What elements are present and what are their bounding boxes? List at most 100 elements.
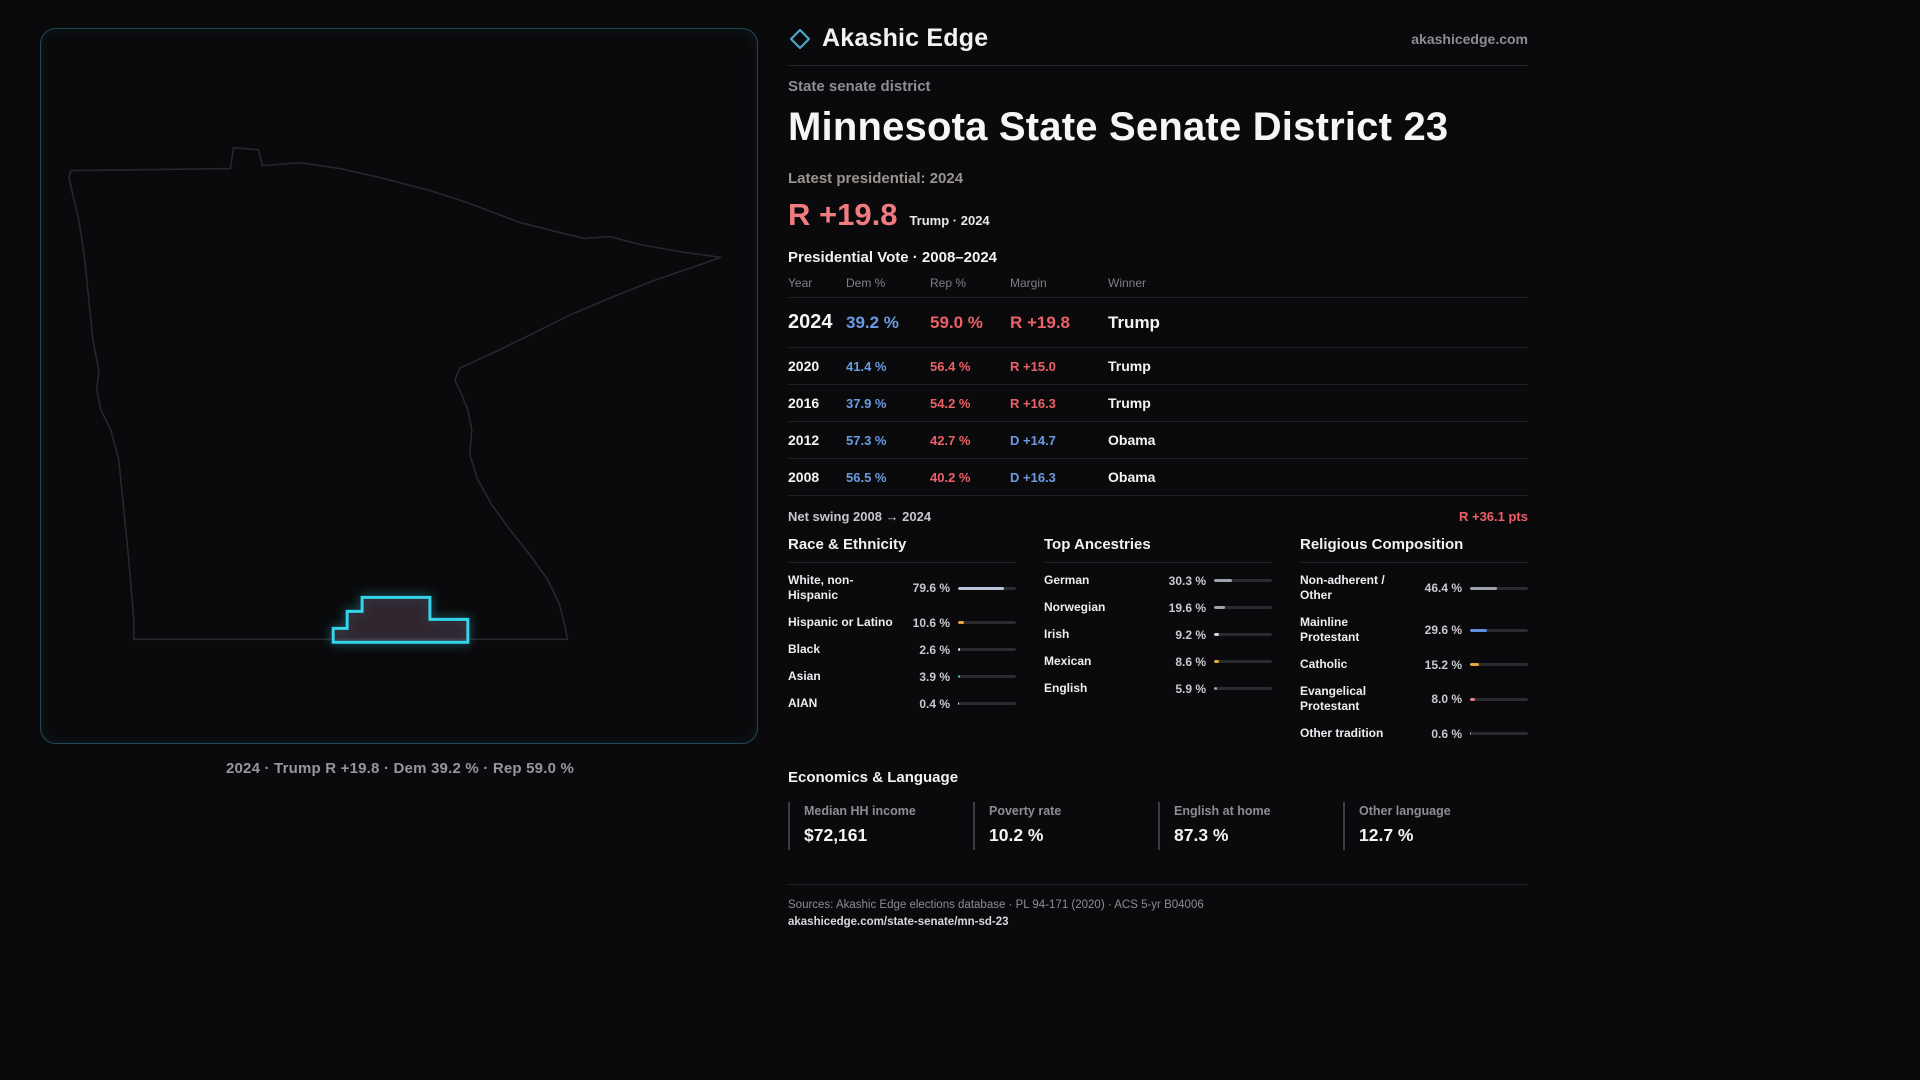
vote-table: Year Dem % Rep % Margin Winner 2024 39.2 % 59.… [788, 266, 1528, 496]
column-header: Margin [1010, 276, 1047, 290]
brand: Akashic Edge [788, 24, 988, 53]
stat-median-hh-income: Median HH income $72,161 [788, 802, 973, 850]
stat-label: English at home [1174, 804, 1271, 818]
district-23-shape[interactable] [331, 595, 470, 644]
cell-year: 2012 [788, 432, 820, 448]
stat-poverty-rate: Poverty rate 10.2 % [973, 802, 1158, 850]
demo-row: Hispanic or Latino 10.6 % [788, 609, 1016, 636]
cell-year: 2020 [788, 358, 820, 374]
demo-value: 15.2 % [1424, 657, 1462, 672]
cell-rep: 56.4 % [930, 359, 971, 374]
demo-bar [958, 621, 1016, 624]
brand-name: Akashic Edge [822, 24, 989, 52]
stat-label: Median HH income [804, 804, 916, 818]
demographics-grid: Race & Ethnicity White, non-Hispanic 79.6… [788, 536, 1528, 747]
demo-label: Mainline Protestant [1300, 615, 1360, 644]
demo-label: Norwegian [1044, 600, 1106, 614]
demo-value: 10.6 % [912, 615, 950, 630]
stat-value: 10.2 % [989, 825, 1044, 845]
demo-row: White, non-Hispanic 79.6 % [788, 567, 1016, 609]
demo-value: 46.4 % [1424, 581, 1462, 595]
cell-dem: 39.2 % [846, 313, 899, 332]
diamond-logo-icon [789, 28, 811, 49]
demo-value: 79.6 % [912, 581, 950, 595]
stat-label: Poverty rate [989, 804, 1062, 818]
section-race-ethnicity: Race & Ethnicity White, non-Hispanic 79.6… [788, 536, 1016, 747]
content-column: Akashic Edge akashicedge.com State senat… [788, 24, 1528, 930]
section-top-ancestries: Top Ancestries German 30.3 % Norwegian 19.6… [1044, 536, 1272, 747]
stat-label: Other language [1359, 804, 1451, 818]
cell-winner: Obama [1108, 432, 1156, 448]
header: Akashic Edge akashicedge.com [788, 24, 1528, 53]
demo-bar [1470, 628, 1528, 632]
demo-value: 9.2 % [1175, 627, 1206, 642]
cell-year: 2008 [788, 469, 820, 485]
demo-value: 0.4 % [919, 696, 950, 711]
demo-bar [1470, 586, 1528, 590]
cell-rep: 40.2 % [930, 470, 971, 485]
headline-margin: R +19.8 Trump · 2024 [788, 197, 1528, 233]
vote-row-2020: 2020 41.4 % 56.4 % R +15.0 Trump [788, 348, 1528, 385]
demo-row: Norwegian 19.6 % [1044, 594, 1272, 621]
demo-value: 3.9 % [919, 669, 950, 684]
cell-winner: Trump [1108, 358, 1151, 374]
demo-row: Black 2.6 % [788, 636, 1016, 663]
stat-other-language: Other language 12.7 % [1343, 802, 1528, 850]
minnesota-map [68, 146, 722, 644]
column-header: Dem % [846, 276, 886, 290]
demo-row: Evangelical Protestant 8.0 % [1300, 678, 1528, 720]
stat-value: 87.3 % [1174, 825, 1229, 845]
section-title: Race & Ethnicity [788, 536, 1016, 563]
map-caption: 2024 · Trump R +19.8 · Dem 39.2 % · Rep … [225, 760, 575, 777]
cell-rep: 59.0 % [930, 313, 983, 332]
page-title: Minnesota State Senate District 23 [788, 105, 1449, 149]
demo-bar [958, 702, 1016, 705]
demo-bar [1470, 732, 1528, 735]
demo-bar [1214, 660, 1272, 663]
demo-label: AIAN [788, 696, 818, 710]
demo-label: Asian [788, 669, 821, 683]
net-swing-row: Net swing 2008 → 2024 R +36.1 pts [788, 509, 1528, 524]
demo-value: 8.0 % [1431, 692, 1462, 706]
stat-value: 12.7 % [1359, 825, 1414, 845]
column-header: Winner [1108, 276, 1147, 290]
demo-label: Hispanic or Latino [788, 615, 893, 629]
demo-bar [1214, 606, 1272, 609]
economics-title: Economics & Language [788, 769, 959, 786]
cell-margin: D +16.3 [1010, 470, 1056, 485]
cell-winner: Trump [1108, 395, 1151, 411]
demo-label: English [1044, 681, 1088, 695]
demo-bar [958, 675, 1016, 678]
kicker: State senate district [788, 78, 931, 95]
vote-row-2016: 2016 37.9 % 54.2 % R +16.3 Trump [788, 385, 1528, 422]
permalink[interactable]: akashicedge.com/state-senate/mn-sd-23 [788, 916, 1009, 928]
demo-row: German 30.3 % [1044, 567, 1272, 594]
demo-label: White, non-Hispanic [788, 573, 854, 602]
demo-bar [1470, 697, 1528, 701]
demo-row: AIAN 0.4 % [788, 690, 1016, 717]
cell-dem: 41.4 % [846, 359, 887, 374]
demo-bar [1214, 633, 1272, 636]
vote-table-body: 2024 39.2 % 59.0 % R +19.8 Trump 2020 41.4 % 56… [788, 298, 1528, 496]
demo-value: 19.6 % [1168, 600, 1206, 615]
latest-label: Latest presidential: 2024 [788, 170, 964, 187]
map-column: 2024 · Trump R +19.8 · Dem 39.2 % · Rep … [40, 28, 760, 777]
demo-value: 5.9 % [1175, 681, 1206, 696]
cell-year: 2024 [788, 311, 833, 333]
demo-value: 30.3 % [1168, 573, 1206, 588]
column-header: Rep % [930, 276, 967, 290]
cell-year: 2016 [788, 395, 820, 411]
cell-rep: 42.7 % [930, 433, 971, 448]
cell-dem: 37.9 % [846, 396, 887, 411]
demo-bar [958, 586, 1016, 590]
demo-bar [1214, 579, 1272, 582]
demo-label: Other tradition [1300, 726, 1384, 740]
net-swing-value: R +36.1 pts [1458, 509, 1528, 524]
demo-row: Asian 3.9 % [788, 663, 1016, 690]
demo-label: Non-adherent / Other [1300, 573, 1385, 602]
demo-row: Catholic 15.2 % [1300, 651, 1528, 678]
demo-row: English 5.9 % [1044, 675, 1272, 702]
site-link[interactable]: akashicedge.com [1411, 30, 1528, 47]
cell-margin: R +19.8 [1010, 313, 1071, 332]
demo-label: Black [788, 642, 821, 656]
